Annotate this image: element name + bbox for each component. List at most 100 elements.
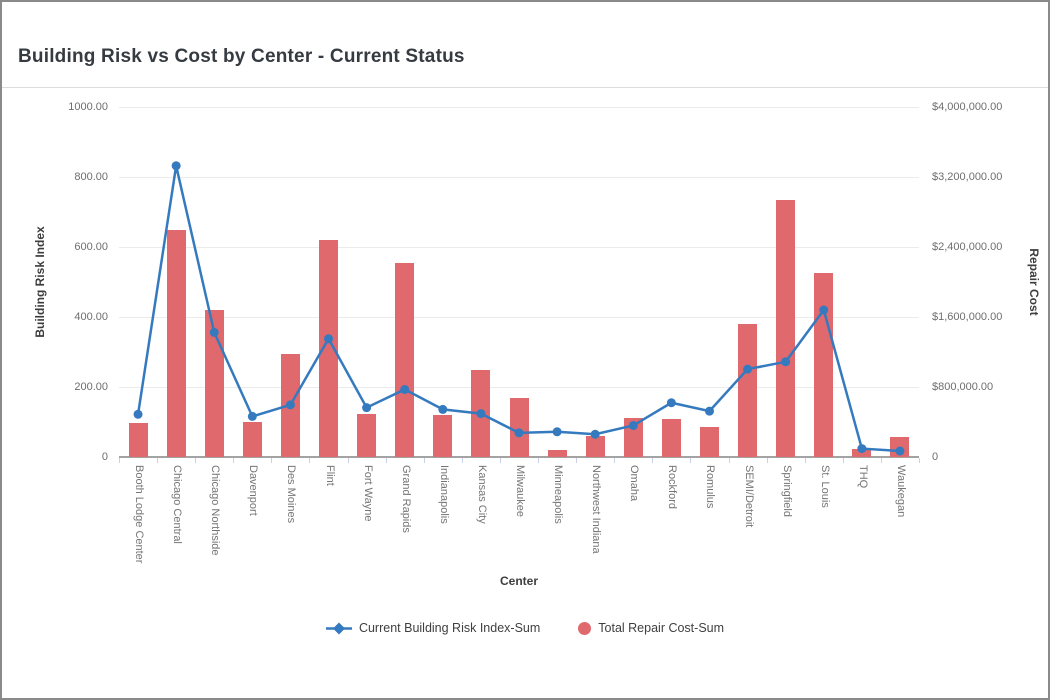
bar-romulus[interactable] <box>699 426 719 457</box>
bar-northwest-indiana[interactable] <box>585 436 605 457</box>
line-point-omaha[interactable] <box>628 421 638 430</box>
x-axis-tick-mark <box>576 458 578 463</box>
line-point-indianapolis[interactable] <box>438 404 448 414</box>
bar-semi-detroit[interactable] <box>738 324 758 457</box>
legend-item-risk-line[interactable]: Current Building Risk Index-Sum <box>325 621 540 635</box>
x-axis-tick-mark <box>690 458 692 463</box>
x-axis-tick-mark <box>499 458 501 463</box>
x-axis-tick-mark <box>652 458 654 463</box>
line-point-minneapolis[interactable] <box>552 427 562 437</box>
x-category-label: Grand Rapids <box>399 465 412 533</box>
x-category-label: Kansas City <box>475 465 488 524</box>
x-axis-tick-mark <box>842 458 844 463</box>
risk-line-series <box>133 161 905 456</box>
line-point-chicago-northside[interactable] <box>209 327 219 337</box>
line-point-romulus[interactable] <box>704 406 714 416</box>
x-category-label: Indianapolis <box>437 465 450 524</box>
bar-chicago-central[interactable] <box>166 230 186 457</box>
right-axis-tick-label: $1,600,000.00 <box>932 311 1003 323</box>
h-gridline <box>119 107 919 108</box>
bar-springfield[interactable] <box>776 199 796 457</box>
x-category-label: Northwest Indiana <box>590 465 603 554</box>
line-point-kansas-city[interactable] <box>476 409 486 419</box>
x-category-label: Minneapolis <box>552 465 565 524</box>
bar-flint[interactable] <box>319 240 339 457</box>
line-point-fort-wayne[interactable] <box>362 403 372 413</box>
left-axis-tick-label: 200.00 <box>74 381 108 393</box>
left-axis-tick-label: 400.00 <box>74 311 108 323</box>
line-diamond-icon <box>325 622 352 634</box>
x-category-label: Des Moines <box>285 465 298 524</box>
bar-milwaukee[interactable] <box>509 397 529 457</box>
x-category-label: THQ <box>856 465 869 489</box>
x-axis-tick-mark <box>195 458 197 463</box>
x-axis-tick-mark <box>309 458 311 463</box>
bar-minneapolis[interactable] <box>547 450 567 457</box>
x-category-label: Booth Lodge Center <box>133 465 146 564</box>
bar-st-louis[interactable] <box>814 273 834 457</box>
h-gridline <box>119 317 919 318</box>
x-category-label: Flint <box>323 465 336 486</box>
x-axis-tick-mark <box>919 458 920 463</box>
x-axis-tick-mark <box>614 458 616 463</box>
bar-chicago-northside[interactable] <box>204 310 224 457</box>
right-axis-tick-label: $2,400,000.00 <box>932 241 1003 253</box>
line-point-des-moines[interactable] <box>285 400 295 410</box>
x-axis-tick-mark <box>766 458 768 463</box>
left-axis-tick-label: 1000.00 <box>68 101 108 113</box>
x-category-label: Davenport <box>247 465 260 516</box>
x-axis-tick-mark <box>804 458 806 463</box>
bar-rockford[interactable] <box>661 419 681 457</box>
h-gridline <box>119 177 919 178</box>
bar-fort-wayne[interactable] <box>357 414 377 457</box>
line-point-northwest-indiana[interactable] <box>590 429 600 439</box>
line-point-booth-lodge-center[interactable] <box>133 409 143 419</box>
legend-item-cost-bar[interactable]: Total Repair Cost-Sum <box>578 621 724 635</box>
line-point-springfield[interactable] <box>781 357 791 367</box>
x-axis-tick-mark <box>119 458 120 463</box>
x-axis-tick-mark <box>880 458 882 463</box>
x-category-label: Romulus <box>704 465 717 509</box>
right-axis-tick-label: $4,000,000.00 <box>932 101 1003 113</box>
line-point-thq[interactable] <box>857 444 867 454</box>
chart-title: Building Risk vs Cost by Center - Curren… <box>18 46 465 67</box>
x-axis-tick-mark <box>461 458 463 463</box>
x-category-label: Omaha <box>628 465 641 502</box>
x-category-label: Milwaukee <box>514 465 526 517</box>
right-axis-title: Repair Cost <box>1027 248 1041 316</box>
bar-booth-lodge-center[interactable] <box>128 422 148 457</box>
h-gridline <box>119 387 919 388</box>
bar-indianapolis[interactable] <box>433 415 453 457</box>
line-point-st-louis[interactable] <box>819 305 829 315</box>
legend: Current Building Risk Index-Sum Total Re… <box>2 621 1048 635</box>
x-axis-tick-mark <box>233 458 235 463</box>
line-point-chicago-central[interactable] <box>171 161 181 171</box>
bar-davenport[interactable] <box>242 422 262 457</box>
left-axis-tick-label: 600.00 <box>74 241 108 253</box>
line-point-grand-rapids[interactable] <box>400 384 410 394</box>
legend-label: Total Repair Cost-Sum <box>598 621 725 635</box>
line-point-semi-detroit[interactable] <box>743 364 753 374</box>
x-axis-tick-mark <box>538 458 540 463</box>
line-point-waukegan[interactable] <box>895 446 905 456</box>
line-point-milwaukee[interactable] <box>514 428 524 438</box>
line-point-davenport[interactable] <box>247 411 257 421</box>
bar-grand-rapids[interactable] <box>395 262 415 457</box>
line-point-flint[interactable] <box>324 334 334 344</box>
line-point-rockford[interactable] <box>666 398 676 408</box>
left-axis-tick-label: 0 <box>101 451 108 463</box>
x-category-label: St. Louis <box>818 465 831 508</box>
x-category-label: Waukegan <box>894 465 907 518</box>
right-axis-tick-label: $3,200,000.00 <box>932 171 1003 183</box>
circle-icon <box>578 621 592 635</box>
x-axis-tick-mark <box>728 458 730 463</box>
x-axis-baseline <box>119 456 919 458</box>
x-category-label: SEMI/Detroit <box>742 465 755 528</box>
x-category-label: Springfield <box>780 465 793 517</box>
x-axis-tick-mark <box>347 458 349 463</box>
header-divider <box>2 87 1048 88</box>
x-category-label: Fort Wayne <box>361 465 374 522</box>
right-axis-tick-label: $800,000.00 <box>932 381 994 393</box>
x-axis-tick-mark <box>423 458 425 463</box>
x-axis-tick-mark <box>271 458 273 463</box>
